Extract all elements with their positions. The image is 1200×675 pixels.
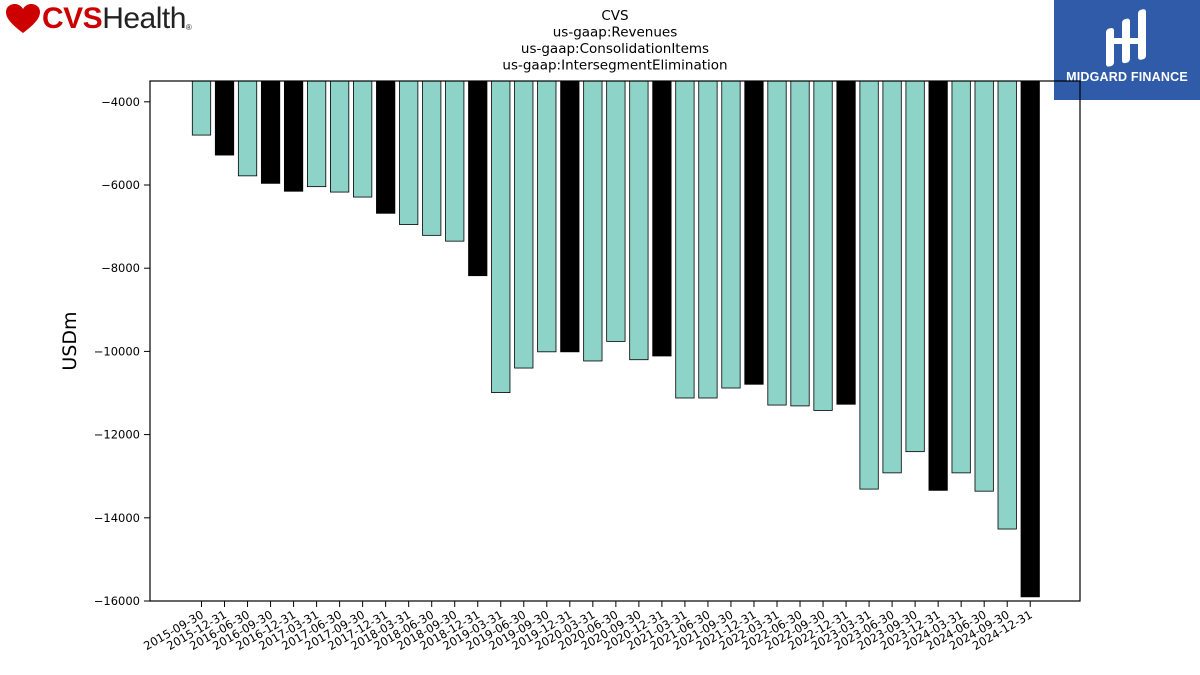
bar — [721, 80, 741, 389]
bar — [698, 80, 718, 399]
plot-frame — [149, 80, 1081, 602]
bar — [836, 80, 856, 405]
bar — [468, 80, 488, 277]
bar — [537, 80, 557, 353]
y-axis-label: USDm — [59, 311, 81, 370]
bar — [882, 80, 902, 474]
midgard-mark-icon — [1106, 9, 1146, 67]
cvs-health-logo: CVS Health ® — [6, 2, 192, 36]
bar — [399, 80, 419, 225]
chart-title-line: us-gaap:ConsolidationItems — [521, 41, 709, 57]
bar — [376, 80, 396, 214]
bar — [422, 80, 442, 236]
bar — [997, 80, 1017, 530]
y-tick-label: −4000 — [101, 95, 140, 109]
bar — [652, 80, 672, 357]
bar — [951, 80, 971, 474]
bar — [283, 80, 304, 192]
bar — [1020, 80, 1040, 598]
heart-icon — [6, 4, 40, 33]
y-tick-label: −14000 — [94, 511, 140, 525]
bar — [330, 80, 350, 193]
bar — [905, 80, 925, 453]
bar — [353, 80, 373, 198]
y-axis: −4000 −6000 −8000 −10000 −12000 −14000 −16000 — [94, 95, 150, 608]
bar — [813, 80, 833, 411]
chart-title-line: us-gaap:Revenues — [553, 25, 678, 41]
bar — [583, 80, 603, 362]
logo-cvs-text: CVS — [42, 2, 103, 35]
bar — [445, 80, 465, 242]
y-tick-label: −12000 — [94, 428, 140, 442]
bars-group — [191, 80, 1040, 598]
bar — [859, 80, 879, 490]
bar — [767, 80, 787, 406]
chart-title-line: us-gaap:IntersegmentElimination — [502, 58, 727, 74]
midgard-finance-logo: MIDGARD FINANCE — [1054, 0, 1200, 100]
logo-health-text: Health — [102, 2, 186, 35]
bar — [560, 80, 580, 353]
chart-title: CVSus-gaap:Revenuesus-gaap:Consolidation… — [502, 8, 727, 74]
bar — [514, 80, 534, 369]
bar — [744, 80, 764, 385]
bar — [191, 80, 212, 136]
bar — [491, 80, 511, 393]
logo-registered-mark: ® — [185, 23, 192, 32]
x-axis: 2015-09-302015-12-312016-06-302016-09-30… — [141, 601, 1035, 653]
y-tick-label: −6000 — [101, 178, 140, 192]
bar — [306, 80, 327, 188]
bar — [928, 80, 948, 491]
bar — [790, 80, 810, 407]
bar — [974, 80, 994, 492]
bar — [260, 80, 281, 184]
y-tick-label: −16000 — [94, 594, 140, 608]
bar — [214, 80, 235, 156]
y-tick-label: −8000 — [101, 261, 140, 275]
y-tick-label: −10000 — [94, 344, 140, 358]
bar — [629, 80, 649, 361]
bar — [606, 80, 626, 342]
midgard-finance-text: MIDGARD FINANCE — [1066, 70, 1188, 84]
bar — [237, 80, 258, 177]
bar — [675, 80, 695, 399]
chart-title-line: CVS — [601, 8, 628, 24]
